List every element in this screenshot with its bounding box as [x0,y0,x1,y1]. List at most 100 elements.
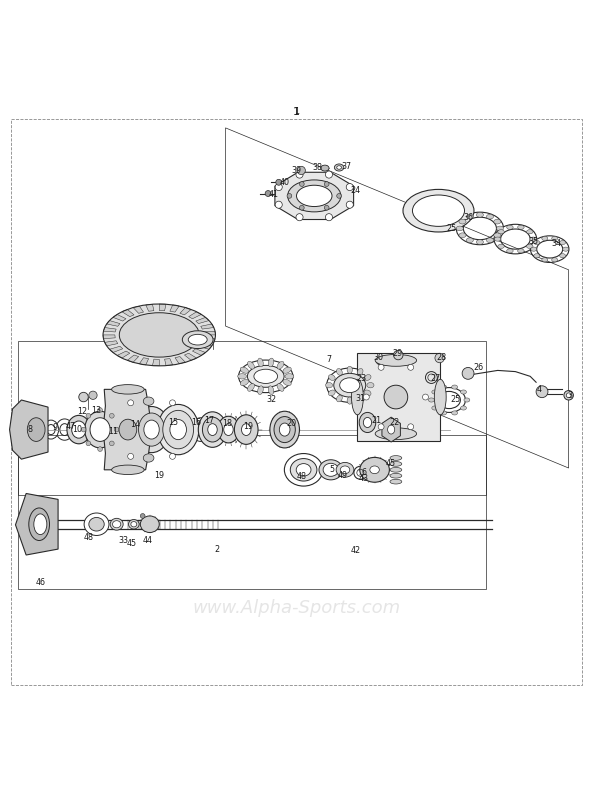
Circle shape [275,201,282,208]
Ellipse shape [285,374,294,379]
Text: 37: 37 [342,162,352,171]
Polygon shape [196,318,209,323]
Ellipse shape [319,460,343,480]
Ellipse shape [182,330,213,349]
Ellipse shape [466,214,473,219]
Ellipse shape [34,514,47,534]
Ellipse shape [563,247,569,251]
Ellipse shape [329,374,335,381]
Ellipse shape [476,213,483,217]
Circle shape [86,414,91,418]
Ellipse shape [67,415,91,444]
Circle shape [110,414,114,418]
Ellipse shape [495,237,501,241]
Ellipse shape [367,382,374,388]
Ellipse shape [163,410,193,449]
Ellipse shape [208,424,217,435]
Circle shape [408,364,414,370]
Ellipse shape [321,165,329,171]
Ellipse shape [534,254,540,258]
Ellipse shape [279,423,290,436]
Circle shape [378,424,384,430]
Ellipse shape [144,454,154,462]
Circle shape [394,350,403,360]
Ellipse shape [329,390,335,396]
Ellipse shape [113,521,121,528]
Ellipse shape [238,374,247,379]
Text: 27: 27 [431,374,441,382]
Ellipse shape [384,386,408,409]
Circle shape [81,427,86,432]
Circle shape [114,427,119,432]
Circle shape [89,391,97,399]
Ellipse shape [198,412,227,447]
Polygon shape [113,314,126,321]
Polygon shape [184,353,196,360]
Ellipse shape [494,233,501,238]
Ellipse shape [441,411,447,415]
Ellipse shape [29,508,49,541]
Text: 17: 17 [205,416,215,426]
Circle shape [127,454,133,459]
Circle shape [110,441,114,446]
Circle shape [299,206,304,210]
Circle shape [276,179,282,186]
Ellipse shape [111,385,144,394]
Ellipse shape [486,214,493,219]
Ellipse shape [133,406,170,453]
Text: 14: 14 [130,420,141,430]
Circle shape [324,206,329,210]
Ellipse shape [277,362,284,369]
Ellipse shape [119,419,137,440]
Ellipse shape [119,313,199,357]
Circle shape [299,182,304,186]
Ellipse shape [390,479,402,484]
Text: 28: 28 [436,353,447,362]
Ellipse shape [129,519,139,529]
Polygon shape [170,305,179,312]
Ellipse shape [234,414,258,444]
Polygon shape [105,341,118,346]
Ellipse shape [486,238,493,242]
Ellipse shape [254,370,278,383]
Circle shape [79,392,88,402]
Circle shape [265,190,271,197]
Text: 8: 8 [28,425,33,434]
Circle shape [326,214,333,221]
Ellipse shape [390,467,402,472]
Circle shape [170,454,176,459]
Text: 34: 34 [552,238,562,248]
Ellipse shape [377,358,388,365]
Polygon shape [103,390,152,470]
Text: 5: 5 [330,466,334,474]
Ellipse shape [347,366,352,374]
Text: 42: 42 [350,546,361,555]
Polygon shape [203,331,215,335]
Polygon shape [107,321,120,326]
Ellipse shape [432,390,438,394]
Text: 10: 10 [72,425,82,434]
Circle shape [346,183,353,190]
Ellipse shape [370,466,380,474]
Polygon shape [165,358,173,366]
Ellipse shape [560,241,566,245]
Circle shape [346,201,353,208]
Ellipse shape [323,463,339,476]
Text: 47: 47 [65,422,75,431]
Ellipse shape [27,418,45,442]
Ellipse shape [494,224,537,254]
Polygon shape [189,312,201,318]
Text: 48: 48 [83,533,93,542]
Text: 33: 33 [119,536,129,546]
Text: 13: 13 [91,406,101,415]
Polygon shape [160,304,166,310]
Polygon shape [103,327,116,332]
Text: 40: 40 [280,178,289,187]
Polygon shape [358,353,440,442]
Ellipse shape [258,386,263,394]
Circle shape [364,394,369,400]
Circle shape [86,441,91,446]
Ellipse shape [364,374,371,381]
Ellipse shape [459,233,466,238]
Text: 1: 1 [294,107,299,116]
